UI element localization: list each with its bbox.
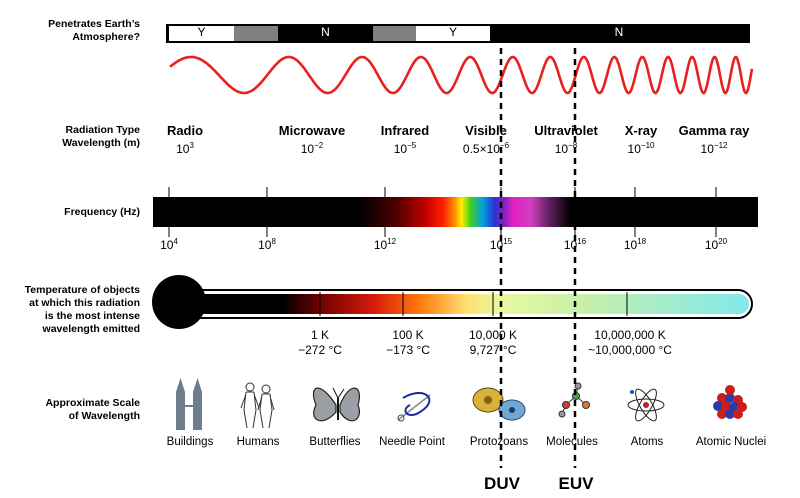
radiation-type-name: Visible bbox=[465, 123, 507, 138]
radiation-type-name: Infrared bbox=[380, 123, 430, 138]
needle-icon bbox=[397, 392, 431, 422]
frequency-row-label: Frequency (Hz) bbox=[64, 206, 140, 218]
scale-label: Protozoans bbox=[469, 436, 529, 448]
atmosphere-segment-partial2 bbox=[373, 26, 416, 41]
radiation-row-label: Radiation Type Wavelength (m) bbox=[62, 124, 140, 149]
scale-label: Buildings bbox=[166, 436, 214, 448]
atmosphere-segment-n1: N bbox=[278, 26, 373, 41]
atmosphere-row-label: Penetrates Earth’s Atmosphere? bbox=[48, 18, 140, 43]
protozoan-icon bbox=[472, 387, 526, 421]
wave-line bbox=[169, 55, 754, 95]
scale-label: Atomic Nuclei bbox=[695, 436, 767, 448]
nucleus-icon bbox=[713, 385, 747, 419]
radiation-type-name: Radio bbox=[166, 123, 204, 138]
temperature-ticks bbox=[319, 292, 628, 316]
scale-label: Butterflies bbox=[309, 436, 361, 448]
radiation-wavelength: 10−2 bbox=[300, 141, 324, 156]
thermometer-bulb bbox=[152, 275, 206, 329]
temperature-label-10000k: 10,000 K 9,727 °C bbox=[468, 328, 518, 357]
temperature-label-100k: 100 K −173 °C bbox=[386, 328, 430, 357]
radiation-wavelength: 10−8 bbox=[554, 141, 578, 156]
scale-label: Humans bbox=[236, 436, 280, 448]
scale-row-label: Approximate Scale of Wavelength bbox=[45, 397, 140, 422]
radiation-type-name: Ultraviolet bbox=[534, 123, 598, 138]
temperature-row-label: Temperature of objects at which this rad… bbox=[24, 284, 140, 335]
frequency-label: 1020 bbox=[704, 237, 728, 252]
atom-icon bbox=[627, 388, 665, 422]
scale-label: Needle Point bbox=[379, 436, 445, 448]
atmosphere-segment-n2: N bbox=[490, 26, 748, 41]
buildings-icon bbox=[176, 378, 202, 430]
radiation-wavelength: 10−12 bbox=[700, 141, 728, 156]
radiation-type-name: X-ray bbox=[624, 123, 658, 138]
radiation-type-name: Gamma ray bbox=[678, 123, 750, 138]
radiation-wavelength: 10−10 bbox=[627, 141, 655, 156]
temperature-label-10000000k: 10,000,000 K ~10,000,000 °C bbox=[588, 328, 672, 357]
frequency-label: 1018 bbox=[623, 237, 647, 252]
euv-marker-label: EUV bbox=[558, 474, 594, 493]
atmosphere-segment-y1: Y bbox=[169, 26, 234, 41]
frequency-label: 108 bbox=[258, 237, 276, 252]
temperature-label-1k: 1 K −272 °C bbox=[298, 328, 342, 357]
humans-icon bbox=[240, 382, 275, 429]
scale-label: Molecules bbox=[546, 436, 598, 448]
molecule-icon bbox=[558, 382, 590, 418]
atmosphere-segment-partial1 bbox=[234, 26, 278, 41]
scale-label: Atoms bbox=[630, 436, 664, 448]
butterfly-icon bbox=[312, 387, 360, 422]
duv-marker-label: DUV bbox=[484, 474, 520, 493]
radiation-type-name: Microwave bbox=[278, 123, 346, 138]
frequency-label: 104 bbox=[160, 237, 178, 252]
radiation-wavelength: 10−5 bbox=[393, 141, 417, 156]
radiation-wavelength: 103 bbox=[176, 141, 194, 156]
frequency-label: 1012 bbox=[373, 237, 397, 252]
radiation-wavelength: 0.5×10−6 bbox=[462, 141, 510, 156]
atmosphere-segment-y2: Y bbox=[416, 26, 490, 41]
